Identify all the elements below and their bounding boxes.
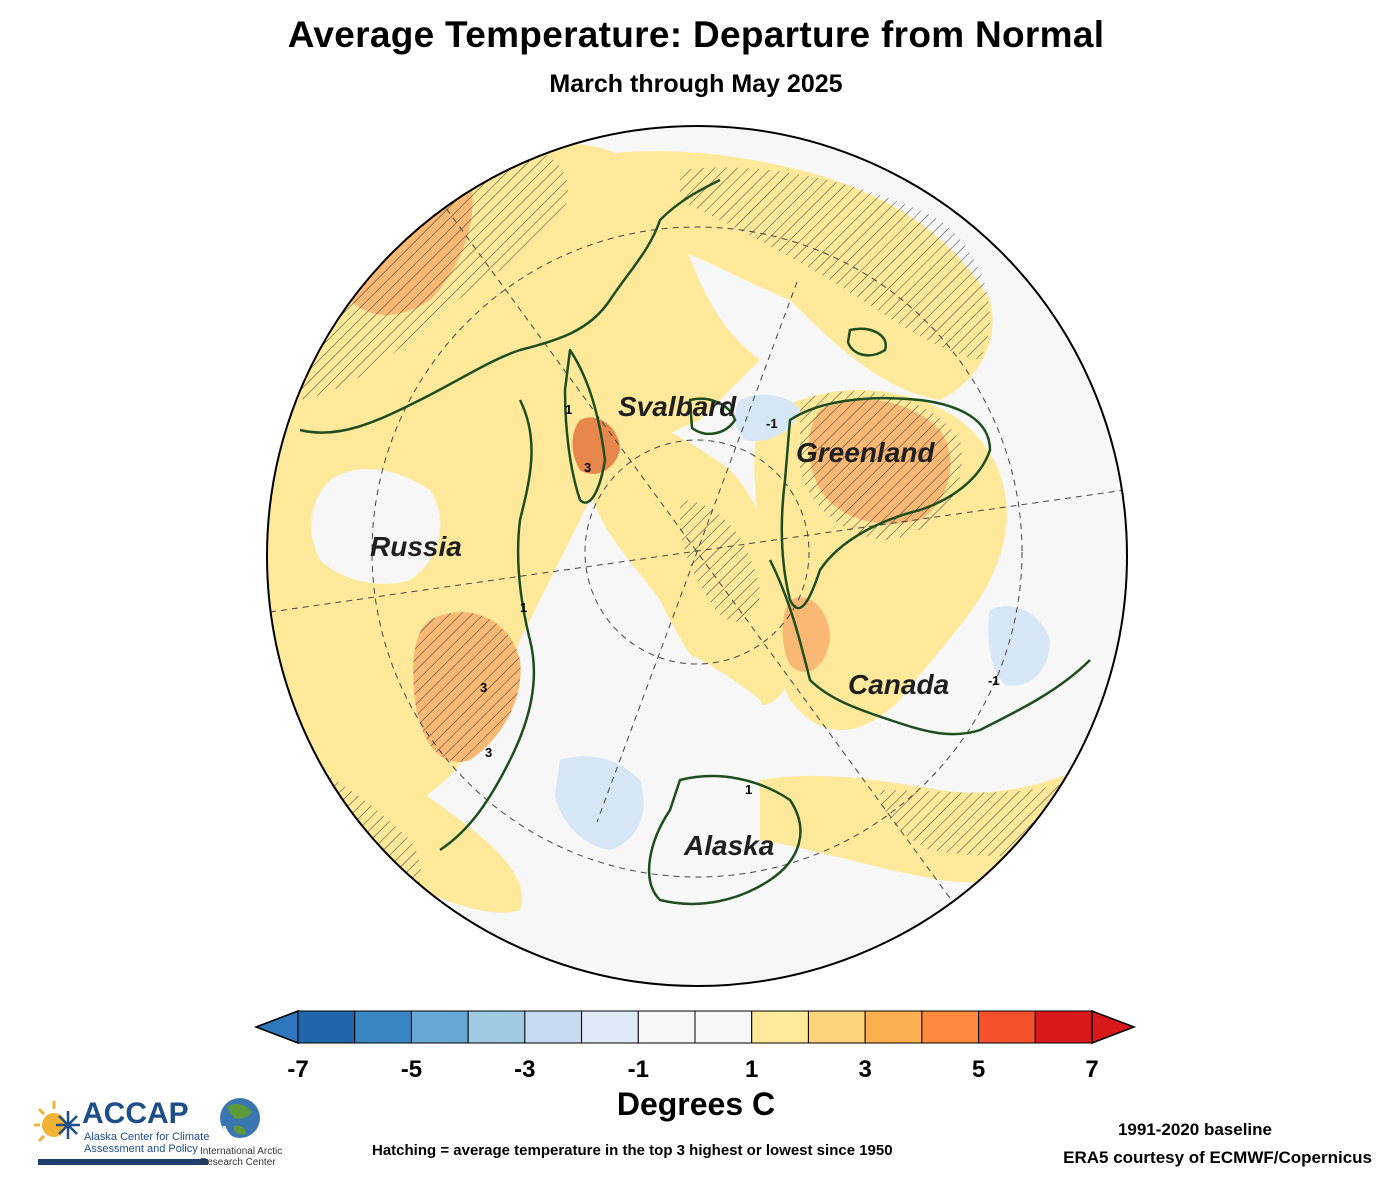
hatching-scandinavia bbox=[680, 167, 990, 360]
contour-label: 3 bbox=[584, 460, 591, 475]
anomaly-region-eastasia bbox=[328, 760, 522, 913]
colorbar-tick-label: -5 bbox=[400, 1056, 423, 1083]
colorbar-tick-label: 5 bbox=[971, 1056, 986, 1083]
hatching-greenland bbox=[800, 391, 962, 540]
meridian-line bbox=[439, 199, 956, 906]
colorbar-segment bbox=[524, 1010, 583, 1044]
hatching-eurasia-west bbox=[290, 150, 568, 400]
contour-label: 3 bbox=[485, 745, 492, 760]
colorbar-segment bbox=[978, 1010, 1036, 1044]
meridian-line bbox=[596, 281, 798, 823]
region-label-canada: Canada bbox=[848, 669, 949, 700]
anomaly-region-barents bbox=[572, 417, 620, 474]
colorbar-tick-label: -1 bbox=[627, 1056, 649, 1083]
contour-label: -1 bbox=[766, 416, 778, 431]
coastline-novaya-zemlya bbox=[563, 348, 607, 504]
accap-logo: ACCAP Alaska Center for Climate Assessme… bbox=[28, 1095, 209, 1167]
coastline-alaska bbox=[647, 774, 802, 906]
chart-title: Average Temperature: Departure from Norm… bbox=[287, 14, 1105, 55]
anomaly-region-baffin bbox=[782, 597, 830, 672]
colorbar-tick-label: 3 bbox=[858, 1056, 872, 1083]
map-border bbox=[266, 125, 1128, 987]
anomaly-region-siberia-cool bbox=[311, 469, 441, 584]
colorbar-segment bbox=[354, 1010, 412, 1044]
contour-label: 1 bbox=[745, 782, 752, 797]
accap-logo-subtitle: Alaska Center for Climate Assessment and… bbox=[84, 1131, 210, 1155]
coastline-iceland bbox=[846, 327, 887, 357]
coastline-siberia bbox=[439, 399, 536, 852]
colorbar-segment bbox=[410, 1010, 469, 1044]
iarc-logo: International Arctic Research Center bbox=[200, 1096, 282, 1172]
coastline-eurasia bbox=[299, 178, 721, 434]
accap-logo-bar bbox=[38, 1159, 208, 1165]
colorbar-units: Degrees C bbox=[616, 1086, 776, 1122]
latitude-circle-middle bbox=[371, 226, 1023, 878]
contour-label: 1 bbox=[520, 600, 527, 615]
baseline-note: 1991-2020 baseline bbox=[1117, 1120, 1272, 1139]
anomaly-region-beaufort bbox=[549, 620, 768, 790]
colorbar-tick-label: 7 bbox=[1085, 1056, 1099, 1083]
coastline-canada bbox=[768, 559, 1091, 736]
colorbar-segment bbox=[581, 1010, 639, 1044]
colorbar-segment bbox=[807, 1010, 866, 1044]
accap-emblem-icon bbox=[34, 1101, 80, 1143]
coastline-greenland bbox=[780, 396, 992, 610]
colorbar-segment bbox=[921, 1010, 980, 1044]
chart-subtitle: March through May 2025 bbox=[549, 70, 843, 98]
contour-label: -1 bbox=[988, 673, 1000, 688]
colorbar-segment bbox=[1034, 1010, 1093, 1044]
accap-logo-name: ACCAP bbox=[82, 1097, 189, 1130]
hatching-central bbox=[680, 500, 760, 622]
colorbar-segment bbox=[297, 1010, 356, 1044]
region-label-greenland: Greenland bbox=[796, 437, 935, 468]
polar-map: Svalbard Greenland Russia Canada Alaska … bbox=[266, 125, 1128, 987]
colorbar-tick-label: -7 bbox=[287, 1056, 309, 1083]
colorbar-segment bbox=[467, 1010, 526, 1044]
colorbar-segment bbox=[637, 1010, 696, 1044]
colorbar-segment bbox=[694, 1010, 753, 1044]
hatching-note: Hatching = average temperature in the to… bbox=[372, 1142, 893, 1159]
anomaly-region-hudson-cool bbox=[988, 606, 1050, 686]
colorbar-segment bbox=[864, 1010, 923, 1044]
globe-icon bbox=[220, 1098, 260, 1142]
region-label-svalbard: Svalbard bbox=[618, 391, 737, 422]
region-label-russia: Russia bbox=[370, 531, 462, 562]
anomaly-region-chukotka-cool bbox=[555, 756, 644, 850]
colorbar-underflow-arrow bbox=[253, 1009, 299, 1045]
contour-label: 3 bbox=[480, 680, 487, 695]
colorbar-tick-label: -3 bbox=[514, 1056, 536, 1083]
hatching-siberia bbox=[413, 612, 521, 762]
latitude-circle-inner bbox=[584, 439, 810, 665]
colorbar-segment bbox=[751, 1010, 809, 1044]
region-label-alaska: Alaska bbox=[683, 830, 774, 861]
iarc-logo-text: International Arctic Research Center bbox=[200, 1146, 283, 1168]
colorbar-tick-label: 1 bbox=[745, 1056, 759, 1083]
colorbar-overflow-arrow bbox=[1091, 1009, 1137, 1045]
data-credit: ERA5 courtesy of ECMWF/Copernicus bbox=[1063, 1148, 1372, 1167]
coastline-svalbard bbox=[688, 397, 737, 436]
contour-label: 1 bbox=[565, 402, 572, 417]
